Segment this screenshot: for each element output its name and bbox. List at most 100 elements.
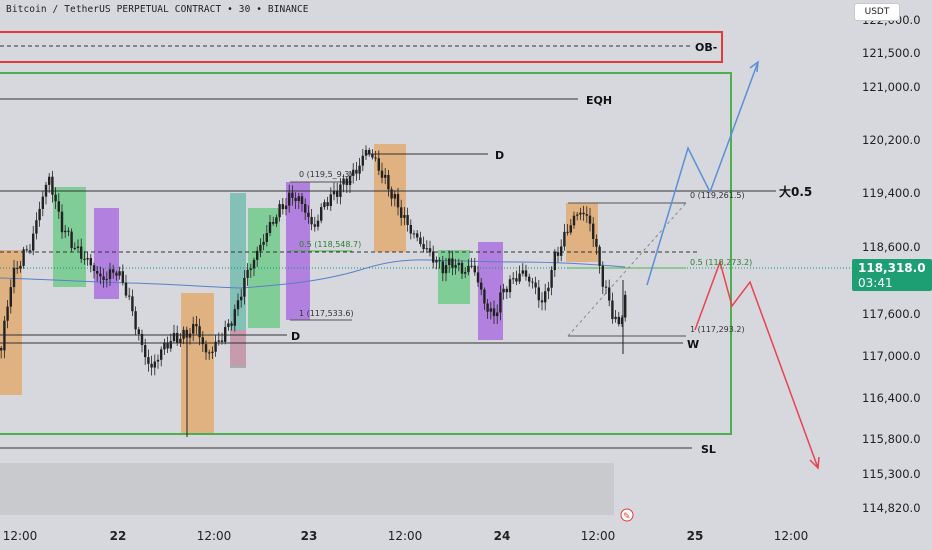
range-box bbox=[0, 72, 732, 435]
candle-body bbox=[387, 174, 390, 190]
red-projection-path bbox=[694, 259, 819, 469]
candle-body bbox=[252, 259, 256, 269]
candle-body bbox=[192, 324, 195, 334]
candle-body bbox=[307, 212, 310, 217]
candle-body bbox=[582, 212, 585, 215]
candle-body bbox=[41, 196, 44, 209]
candle-body bbox=[454, 265, 457, 268]
candle-body bbox=[620, 317, 624, 325]
price-tick-label: 115,300.0 bbox=[862, 467, 921, 481]
fib-left-0-label: 0 (119,5_9.3) bbox=[299, 170, 353, 179]
candle-body bbox=[243, 277, 246, 297]
time-tick-label: 23 bbox=[301, 529, 318, 543]
candle-body bbox=[48, 176, 51, 185]
candle-body bbox=[342, 178, 345, 185]
candle-body bbox=[348, 175, 352, 186]
candle-body bbox=[288, 192, 291, 206]
candle-body bbox=[179, 338, 182, 343]
candle-body bbox=[294, 197, 297, 202]
candle-body bbox=[73, 247, 76, 249]
candle-body bbox=[156, 359, 160, 362]
price-tick-label: 119,400.0 bbox=[862, 186, 921, 200]
candle-body bbox=[486, 303, 489, 312]
highlight-zone bbox=[0, 250, 22, 395]
candle-body bbox=[393, 194, 396, 199]
candle-body bbox=[483, 289, 486, 304]
candle-body bbox=[611, 300, 614, 320]
candle-body bbox=[304, 204, 307, 213]
candle-body bbox=[105, 279, 108, 281]
candle-body bbox=[476, 272, 480, 283]
candle-body bbox=[281, 204, 284, 210]
candle-body bbox=[515, 278, 518, 282]
candle-body bbox=[144, 345, 147, 358]
candle-body bbox=[540, 300, 544, 303]
candle-body bbox=[438, 260, 441, 262]
candle-body bbox=[262, 241, 265, 245]
candle-body bbox=[208, 352, 211, 354]
candle-body bbox=[172, 332, 176, 342]
candle-body bbox=[153, 361, 156, 368]
candle-body bbox=[422, 244, 425, 249]
candle-body bbox=[297, 196, 300, 202]
candle-body bbox=[601, 265, 604, 287]
candle-body bbox=[233, 309, 236, 326]
candle-body bbox=[355, 169, 358, 174]
candle-body bbox=[240, 296, 243, 301]
candle-body bbox=[35, 220, 38, 234]
candle-body bbox=[409, 224, 412, 234]
w-label: W bbox=[687, 338, 699, 351]
fib-right-1-label: 1 (117,293.2) bbox=[690, 325, 745, 334]
candle-body bbox=[467, 265, 470, 273]
candle-body bbox=[339, 184, 342, 197]
candle-body bbox=[345, 178, 348, 186]
candle-body bbox=[592, 223, 595, 239]
candle-body bbox=[624, 294, 627, 318]
candle-body bbox=[272, 222, 275, 224]
price-tick-label: 116,400.0 bbox=[862, 391, 921, 405]
candle-body bbox=[598, 246, 601, 266]
candle-body bbox=[80, 246, 83, 259]
fib-right-05-label: 0.5 (118,273.2) bbox=[690, 258, 752, 267]
currency-button[interactable]: USDT bbox=[854, 3, 900, 21]
candle-body bbox=[560, 246, 563, 256]
candle-body bbox=[585, 214, 588, 216]
candle-body bbox=[435, 260, 438, 263]
candle-body bbox=[432, 251, 435, 263]
time-tick-label: 24 bbox=[494, 529, 511, 543]
candle-body bbox=[416, 233, 419, 238]
last-price-value: 118,318.0 bbox=[858, 261, 926, 275]
candle-body bbox=[217, 340, 220, 342]
candle-body bbox=[182, 329, 185, 339]
chart-title: Bitcoin / TetherUS PERPETUAL CONTRACT • … bbox=[6, 4, 309, 15]
candle-body bbox=[361, 155, 364, 166]
candle-body bbox=[249, 268, 252, 270]
candle-body bbox=[16, 267, 19, 269]
candle-body bbox=[534, 282, 537, 288]
candle-body bbox=[502, 288, 505, 293]
time-tick-label: 25 bbox=[687, 529, 704, 543]
candle-body bbox=[499, 292, 502, 313]
time-tick-label: 12:00 bbox=[197, 529, 232, 543]
candle-body bbox=[473, 265, 476, 273]
candle-countdown: 03:41 bbox=[858, 276, 893, 290]
candle-body bbox=[406, 215, 409, 225]
candle-body bbox=[553, 252, 556, 270]
candle-body bbox=[614, 316, 617, 320]
fib-left-05-label: 0.5 (118,548.7) bbox=[299, 240, 361, 249]
candle-body bbox=[9, 287, 12, 307]
candle-body bbox=[0, 348, 3, 351]
candle-body bbox=[556, 252, 560, 256]
candle-body bbox=[32, 233, 35, 251]
candle-body bbox=[265, 232, 268, 242]
candle-body bbox=[291, 192, 294, 198]
candle-body bbox=[617, 316, 620, 325]
candle-body bbox=[99, 273, 102, 277]
candle-body bbox=[380, 170, 384, 178]
ob-box bbox=[0, 31, 723, 63]
candle-body bbox=[460, 262, 464, 274]
candle-body bbox=[89, 258, 92, 266]
blue-arrowhead bbox=[749, 60, 759, 73]
moving-average-line bbox=[0, 259, 626, 289]
